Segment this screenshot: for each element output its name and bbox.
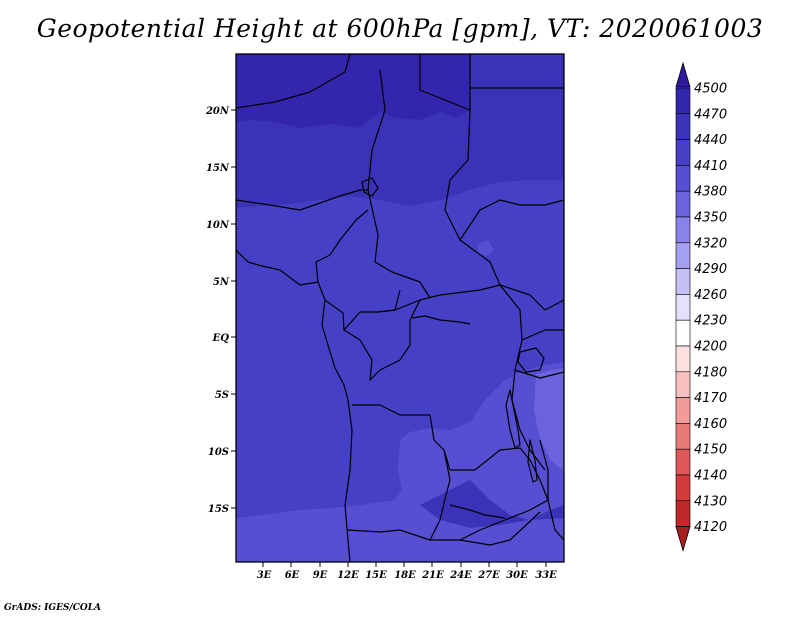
lon-label: 15E bbox=[365, 570, 387, 581]
field-north-4470 bbox=[236, 54, 470, 128]
border-moz bbox=[539, 439, 564, 541]
lon-label: 18E bbox=[394, 570, 416, 581]
lon-label: 9E bbox=[313, 570, 328, 581]
colorbar-cell bbox=[675, 139, 691, 166]
tick-marks bbox=[231, 109, 547, 567]
colorbar-label: 4170 bbox=[694, 391, 727, 406]
colorbar-cell bbox=[675, 216, 691, 244]
congo-river bbox=[411, 315, 471, 325]
kalahari-line bbox=[449, 504, 506, 519]
lon-label: 3E bbox=[257, 570, 272, 581]
lon-label: 12E bbox=[337, 570, 359, 581]
colorbar-cell bbox=[675, 87, 691, 115]
lake-malawi bbox=[527, 439, 538, 483]
lat-label: 10S bbox=[208, 447, 229, 458]
border-zambia bbox=[450, 447, 549, 541]
colorbar-label: 4410 bbox=[694, 159, 727, 174]
border-zambia-south bbox=[459, 511, 541, 546]
colorbar-label: 4130 bbox=[694, 494, 727, 509]
colorbar-cell bbox=[676, 87, 690, 88]
border-libya-west bbox=[419, 54, 471, 111]
field-central-4410 bbox=[236, 180, 564, 518]
lon-label: 33E bbox=[535, 570, 557, 581]
colorbar-cell bbox=[675, 397, 691, 424]
border-car bbox=[377, 284, 501, 313]
colorbar-label: 4200 bbox=[694, 340, 727, 355]
lon-label: 6E bbox=[285, 570, 300, 581]
border-north-sahara bbox=[236, 54, 351, 109]
coastline-west bbox=[236, 249, 353, 562]
colorbar-cell bbox=[675, 474, 691, 502]
border-uganda-kenya bbox=[521, 329, 564, 341]
colorbar-cell bbox=[675, 242, 691, 269]
colorbar-cell bbox=[675, 448, 691, 476]
colorbar-label: 4230 bbox=[694, 314, 727, 329]
colorbar-label: 4500 bbox=[694, 82, 727, 97]
colorbar: 4500 4470 4440 4410 4380 4350 4320 4290 4260 4230… bbox=[675, 61, 727, 553]
country-boundaries bbox=[236, 54, 564, 562]
colorbar-cell bbox=[675, 423, 691, 450]
lat-label: 5S bbox=[215, 390, 229, 401]
lat-label: 10N bbox=[206, 220, 230, 231]
colorbar-bottom-arrow bbox=[675, 526, 691, 553]
colorbar-label: 4290 bbox=[694, 262, 727, 277]
border-drc-east bbox=[499, 284, 546, 471]
colorbar-label: 4380 bbox=[694, 185, 727, 200]
grads-credit: GrADS: IGES/COLA bbox=[4, 603, 102, 613]
colorbar-label: 4260 bbox=[694, 288, 727, 303]
border-angola-south bbox=[347, 529, 450, 541]
chart-title: Geopotential Height at 600hPa [gpm], VT:… bbox=[36, 14, 764, 43]
colorbar-label: 4470 bbox=[694, 107, 727, 122]
longitude-labels: 3E 6E 9E 12E 15E 18E 21E 24E 27E 30E 33E bbox=[257, 570, 557, 581]
field-patch-4380 bbox=[478, 240, 494, 256]
border-nigeria-south bbox=[315, 209, 369, 283]
colorbar-label: 4120 bbox=[694, 520, 727, 535]
colorbar-cell bbox=[675, 371, 691, 398]
colorbar-label: 4140 bbox=[694, 469, 727, 484]
colorbar-cell bbox=[675, 500, 691, 527]
colorbar-top-arrow bbox=[675, 61, 691, 88]
colorbar-cell bbox=[675, 319, 691, 347]
colorbar-label: 4440 bbox=[694, 133, 727, 148]
lon-label: 30E bbox=[506, 570, 528, 581]
colorbar-label: 4350 bbox=[694, 211, 727, 226]
lon-label: 27E bbox=[477, 570, 500, 581]
lat-label: 15N bbox=[206, 163, 230, 174]
lake-tanganyika bbox=[505, 389, 521, 449]
border-tanzania bbox=[514, 369, 564, 379]
lake-chad bbox=[361, 177, 379, 197]
colorbar-cell bbox=[675, 345, 691, 373]
lon-label: 24E bbox=[449, 570, 472, 581]
lon-label: 21E bbox=[421, 570, 444, 581]
field-south-4380 bbox=[236, 500, 564, 562]
field-southeast-4380 bbox=[395, 362, 564, 520]
field-east-4350 bbox=[534, 368, 564, 470]
colorbar-cell bbox=[675, 113, 691, 140]
border-congo bbox=[343, 299, 421, 381]
field-sahel-4440-north bbox=[236, 54, 564, 208]
lat-label: 20N bbox=[205, 106, 230, 117]
colorbar-cell bbox=[675, 190, 691, 218]
colorbar-cell bbox=[675, 294, 691, 321]
border-nigeria bbox=[236, 189, 368, 211]
border-niger-chad bbox=[367, 69, 431, 299]
lat-label: EQ bbox=[212, 333, 230, 344]
colorbar-label: 4320 bbox=[694, 236, 727, 251]
latitude-labels: 20N 15N 10N 5N EQ 5S 10S 15S bbox=[205, 106, 230, 515]
colorbar-label: 4160 bbox=[694, 417, 727, 432]
colorbar-label: 4150 bbox=[694, 443, 727, 458]
colorbar-cell bbox=[675, 165, 691, 192]
lake-victoria bbox=[517, 347, 545, 373]
map-frame bbox=[235, 53, 565, 563]
colorbar-label: 4180 bbox=[694, 365, 727, 380]
border-sudan-south bbox=[459, 199, 564, 241]
colorbar-cell bbox=[675, 268, 691, 295]
border-angola-east bbox=[429, 449, 451, 541]
border-chad-sudan bbox=[444, 109, 564, 311]
lat-label: 15S bbox=[208, 504, 229, 515]
lat-label: 5N bbox=[213, 277, 230, 288]
